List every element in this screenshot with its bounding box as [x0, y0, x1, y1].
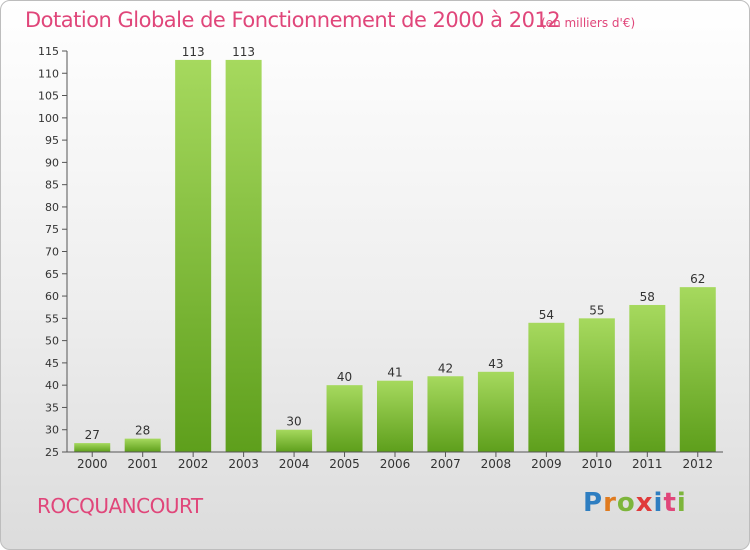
bar-2011 [629, 304, 666, 452]
commune-name: ROCQUANCOURT [37, 494, 203, 518]
x-tick-label-2002: 2002 [178, 457, 209, 471]
data-label-2007: 42 [438, 361, 453, 375]
bar-2002 [175, 59, 212, 453]
data-label-2012: 62 [690, 272, 705, 286]
data-label-2005: 40 [337, 370, 352, 384]
y-tick-label: 100 [38, 112, 59, 125]
data-label-2001: 28 [135, 424, 150, 438]
bar-2010 [578, 318, 615, 452]
unit-label: (en milliers d'€) [541, 16, 636, 30]
y-tick-label: 25 [45, 446, 59, 459]
x-tick-label-2000: 2000 [77, 457, 108, 471]
y-tick-label: 35 [45, 401, 59, 414]
logo-letter: P [583, 488, 604, 518]
y-tick-label: 80 [45, 201, 59, 214]
data-label-2004: 30 [286, 415, 301, 429]
logo-letter: i [676, 488, 687, 518]
logo-letter: r [603, 488, 617, 518]
bar-2000 [74, 443, 111, 452]
x-tick-label-2011: 2011 [632, 457, 663, 471]
y-tick-label: 30 [45, 424, 59, 437]
data-label-2000: 27 [85, 428, 100, 442]
y-tick-label: 55 [45, 312, 59, 325]
y-tick-label: 70 [45, 246, 59, 259]
bar-2005 [326, 385, 363, 452]
data-label-2009: 54 [539, 308, 554, 322]
proxiti-logo[interactable]: Proxiti [583, 488, 687, 518]
data-label-2006: 41 [387, 366, 402, 380]
bar-2004 [276, 429, 313, 452]
logo-letter: i [653, 488, 664, 518]
x-tick-label-2004: 2004 [279, 457, 310, 471]
data-label-2008: 43 [488, 357, 503, 371]
bar-2003 [225, 59, 262, 453]
x-tick-label-2005: 2005 [329, 457, 360, 471]
y-axis: 25 30 35 40 45 50 55 60 65 70 75 80 85 90 95 100 105 110 1… [38, 45, 68, 459]
y-tick-label: 110 [38, 67, 59, 80]
y-tick-label: 115 [38, 45, 59, 58]
bar-2001 [124, 438, 161, 452]
bar-2009 [528, 322, 565, 452]
x-tick-label-2003: 2003 [228, 457, 259, 471]
data-label-2002: 113 [182, 45, 205, 59]
x-tick-label-2006: 2006 [380, 457, 411, 471]
y-tick-label: 105 [38, 90, 59, 103]
bar-2007 [427, 376, 464, 452]
logo-letter: o [616, 488, 636, 518]
bar-2012 [679, 287, 716, 452]
y-tick-label: 85 [45, 179, 59, 192]
x-tick-label-2012: 2012 [682, 457, 713, 471]
bar-2006 [377, 380, 413, 452]
x-tick-label-2009: 2009 [531, 457, 562, 471]
y-tick-label: 40 [45, 379, 59, 392]
x-tick-label-2007: 2007 [430, 457, 461, 471]
y-tick-label: 65 [45, 268, 59, 281]
x-tick-label-2008: 2008 [481, 457, 512, 471]
bars: 27 28 113 113 30 40 41 42 43 54 55 58 62 [74, 45, 716, 453]
chart-title: Dotation Globale de Fonctionnement de 20… [25, 8, 561, 32]
logo-letter: t [663, 488, 677, 518]
y-tick-label: 95 [45, 134, 59, 147]
x-axis: 2000 2001 2002 2003 2004 2005 2006 2007 2008 2009… [67, 451, 723, 471]
y-tick-label: 45 [45, 357, 59, 370]
y-tick-label: 60 [45, 290, 59, 303]
x-tick-label-2010: 2010 [582, 457, 613, 471]
logo-letter: x [635, 488, 654, 518]
y-tick-label: 75 [45, 223, 59, 236]
y-tick-label: 50 [45, 335, 59, 348]
data-label-2010: 55 [589, 303, 604, 317]
data-label-2011: 58 [640, 290, 655, 304]
data-label-2003: 113 [232, 45, 255, 59]
x-tick-label-2001: 2001 [127, 457, 158, 471]
y-tick-label: 90 [45, 156, 59, 169]
bar-2008 [477, 371, 514, 452]
